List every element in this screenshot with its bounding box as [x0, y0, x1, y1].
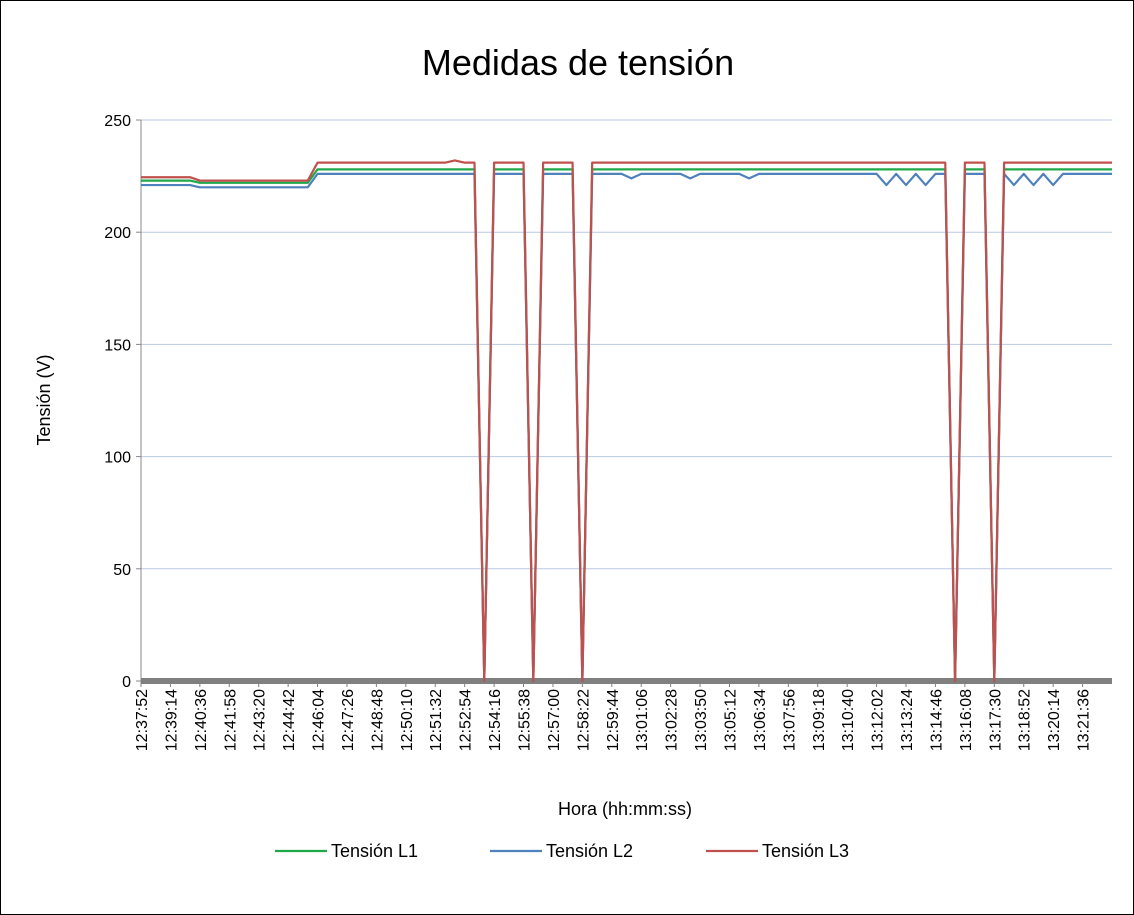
x-tick-label: 13:17:30: [987, 689, 1004, 751]
x-tick-label: 13:13:24: [899, 689, 916, 751]
x-tick-label: 12:41:58: [222, 689, 239, 751]
x-tick-label: 12:44:42: [281, 689, 298, 751]
x-tick-label: 12:55:38: [517, 689, 534, 751]
legend-label: Tensión L1: [331, 841, 418, 861]
x-tick-label: 13:07:56: [781, 689, 798, 751]
series-line: [141, 159, 1112, 683]
y-tick-label: 250: [104, 113, 131, 130]
x-tick-label: 12:39:14: [163, 689, 180, 751]
x-tick-label: 12:40:36: [193, 689, 210, 751]
x-axis-label: Hora (hh:mm:ss): [558, 799, 692, 819]
x-tick-label: 13:02:28: [664, 689, 681, 751]
y-tick-label: 200: [104, 225, 131, 242]
x-tick-label: 13:14:46: [928, 689, 945, 751]
x-tick-label: 13:01:06: [634, 689, 651, 751]
x-tick-label: 13:16:08: [958, 689, 975, 751]
x-tick-label: 12:46:04: [311, 689, 328, 751]
x-tick-label: 13:06:34: [752, 689, 769, 751]
x-tick-label: 13:18:52: [1017, 689, 1034, 751]
x-tick-label: 13:05:12: [722, 689, 739, 751]
x-tick-label: 12:52:54: [458, 689, 475, 751]
x-tick-label: 13:20:14: [1046, 689, 1063, 751]
x-tick-label: 13:21:36: [1076, 689, 1093, 751]
x-tick-label: 12:59:44: [605, 689, 622, 751]
y-tick-label: 150: [104, 337, 131, 354]
legend-label: Tensión L3: [762, 841, 849, 861]
x-tick-label: 13:12:02: [870, 689, 887, 751]
x-tick-label: 12:50:10: [399, 689, 416, 751]
x-tick-label: 12:58:22: [575, 689, 592, 751]
x-tick-label: 12:48:48: [369, 689, 386, 751]
x-tick-label: 12:43:20: [252, 689, 269, 751]
y-tick-label: 50: [113, 562, 131, 579]
x-tick-label: 12:54:16: [487, 689, 504, 751]
y-tick-label: 0: [122, 674, 131, 691]
y-axis-label: Tensión (V): [34, 354, 54, 445]
chart-title: Medidas de tensión: [422, 42, 734, 83]
x-tick-label: 12:57:00: [546, 689, 563, 751]
x-tick-label: 12:37:52: [134, 689, 151, 751]
x-tick-label: 12:51:32: [428, 689, 445, 751]
x-tick-label: 13:09:18: [811, 689, 828, 751]
x-tick-label: 13:03:50: [693, 689, 710, 751]
legend-label: Tensión L2: [546, 841, 633, 861]
x-tick-label: 12:47:26: [340, 689, 357, 751]
y-tick-label: 100: [104, 450, 131, 467]
x-tick-label: 13:10:40: [840, 689, 857, 751]
